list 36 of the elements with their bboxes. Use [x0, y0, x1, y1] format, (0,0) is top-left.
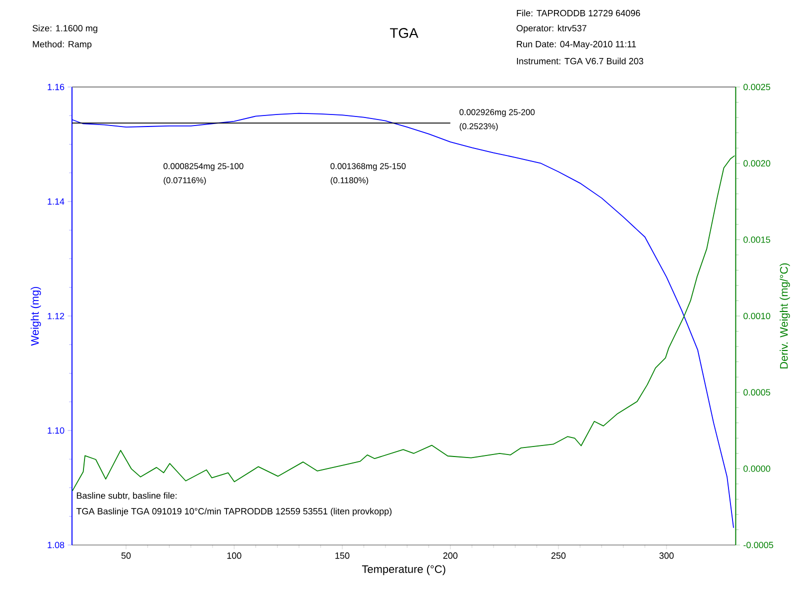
y2-tick-label: 0.0000	[743, 465, 770, 472]
annotation: 0.002926mg 25-200	[460, 109, 535, 117]
annotation: (0.2523%)	[460, 123, 498, 131]
x-tick-label: 250	[551, 552, 566, 559]
x-tick-label: 50	[121, 552, 131, 559]
y2-tick-label: -0.0005	[744, 542, 774, 548]
x-tick-label: 200	[443, 552, 458, 559]
annotation: (0.07116%)	[164, 177, 206, 185]
y-tick-label: 1.12	[48, 312, 64, 320]
text: Method: Ramp	[32, 40, 92, 50]
text: File: TAPRODDB 12729 64096	[516, 10, 640, 16]
annotation: (0.1180%)	[330, 177, 368, 185]
y-tick-label: 1.10	[48, 427, 64, 434]
text: Run Date: 04-May-2010 11:11	[516, 40, 636, 50]
y2-tick-label: 0.0015	[743, 236, 770, 243]
text: Operator: ktrv537	[516, 24, 586, 34]
x-axis-title: Temperature (°C)	[362, 564, 446, 576]
y-axis-title: Weight (mg)	[30, 286, 41, 346]
annotation: Basline subtr, basline file:	[76, 492, 177, 500]
y-tick-label: 1.08	[48, 542, 64, 548]
annotation: TGA Baslinje TGA 091019 10°C/min TAPRODDB 12559 53551 (liten provkopp)	[76, 508, 392, 516]
x-tick-label: 100	[227, 552, 242, 559]
y2-axis-title: Deriv. Weight (mg/°C)	[780, 263, 790, 368]
annotation: 0.0008254mg 25-100	[164, 163, 244, 171]
y2-tick-label: 0.0020	[743, 160, 770, 167]
chart-title: TGA	[390, 28, 418, 38]
y-tick-label: 1.14	[48, 198, 64, 205]
y2-tick-label: 0.0025	[743, 84, 770, 90]
annotation: 0.001368mg 25-150	[330, 163, 406, 171]
text: Size: 1.1600 mg	[32, 24, 98, 34]
y2-tick-label: 0.0010	[743, 312, 770, 320]
y-tick-label: 1.16	[48, 84, 64, 90]
text: Instrument: TGA V6.7 Build 203	[517, 58, 644, 64]
x-tick-label: 300	[659, 552, 674, 559]
y2-tick-label: 0.0005	[743, 389, 770, 396]
x-tick-label: 150	[335, 552, 350, 559]
